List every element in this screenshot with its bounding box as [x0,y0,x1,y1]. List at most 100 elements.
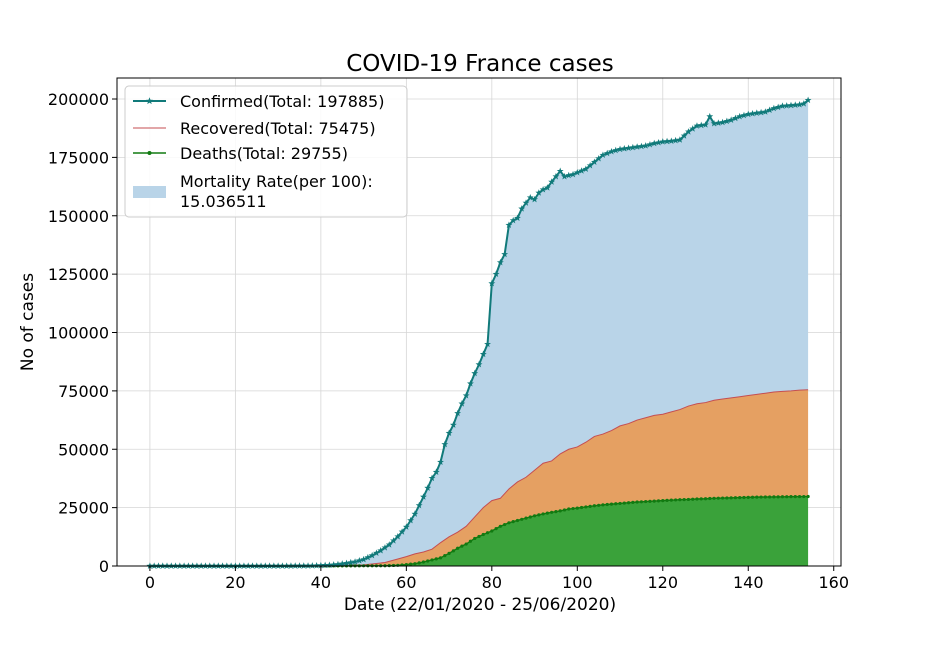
deaths-point [409,562,413,566]
deaths-point [601,503,605,507]
confirmed-point [740,111,748,119]
deaths-point [661,499,665,503]
deaths-point [674,498,678,502]
confirmed-point [719,118,727,126]
confirmed-point [526,193,534,201]
x-tick-label: 0 [145,573,155,592]
deaths-point [592,504,597,508]
recovered-area [149,389,809,566]
confirmed-point [804,96,812,104]
confirmed-point [514,214,521,222]
confirmed-point [693,122,701,129]
deaths-point [639,500,644,504]
confirmed-point [685,128,692,135]
confirmed-point [505,221,513,229]
deaths-point [438,556,443,560]
confirmed-point [723,117,731,125]
deaths-point [571,506,575,511]
deaths-point [785,495,789,499]
deaths-point [738,495,742,500]
confirmed-point [749,110,756,117]
confirmed-point [360,555,368,563]
confirmed-point [783,102,791,109]
deaths-point [742,495,746,500]
confirmed-point [766,106,774,114]
deaths-point [588,504,592,508]
deaths-point [460,544,464,548]
x-tick-label: 40 [311,573,331,592]
confirmed-point [770,104,778,112]
y-tick-label: 175000 [48,148,109,167]
confirmed-point [603,149,611,157]
y-tick-label: 25000 [58,499,109,518]
confirmed-point [612,146,620,154]
x-axis-label: Date (22/01/2020 - 25/06/2020) [344,595,616,615]
confirmed-point [578,167,585,174]
confirmed-point [407,516,415,524]
deaths-point [789,495,793,499]
legend-label: Deaths(Total: 29755) [180,144,348,163]
confirmed-point [321,561,329,569]
x-tick-label: 160 [818,573,849,592]
deaths-point [725,496,729,500]
deaths-point [567,507,571,511]
y-tick-label: 125000 [48,265,109,284]
deaths-point [494,527,498,531]
confirmed-point [454,409,462,417]
confirmed-point [616,145,624,153]
confirmed-point [706,112,714,120]
confirmed-point [441,440,449,448]
x-tick-label: 140 [733,573,764,592]
deaths-point [678,498,682,502]
ticks: 0 20 40 60 80 100 120 140 160 0 25000 50000 75000 100… [48,90,849,592]
confirmed-point [313,561,321,569]
x-tick-label: 80 [482,573,502,592]
confirmed-point [334,560,342,568]
confirmed-point [569,170,577,178]
deaths-point [498,524,502,528]
confirmed-point [351,558,359,565]
confirmed-point [573,168,581,176]
confirmed-point [300,562,308,569]
deaths-point [464,542,468,546]
confirmed-point [787,101,795,109]
deaths-point [421,560,426,564]
deaths-point [644,499,648,504]
deaths-point [477,534,481,539]
deaths-point [605,502,609,507]
deaths-point [780,495,785,499]
deaths-point [545,511,549,515]
confirmed-point [381,544,389,551]
deaths-point [579,505,584,510]
x-tick-label: 100 [562,573,593,592]
deaths-point [524,516,528,520]
deaths-point [490,529,494,533]
confirmed-point [432,468,440,476]
deaths-point [391,563,396,568]
confirmed-point [779,102,786,109]
deaths-point [485,531,490,535]
confirmed-point [629,143,637,151]
confirmed-point [710,119,718,127]
legend-swatch-marker [145,97,154,105]
deaths-point [776,495,780,499]
deaths-point [772,495,776,499]
confirmed-point [663,137,671,145]
y-tick-label: 50000 [58,440,109,459]
confirmed-point [796,101,803,108]
deaths-point [575,506,579,510]
deaths-point [473,536,477,541]
confirmed-point [518,205,526,212]
confirmed-point [582,165,590,172]
deaths-point [746,495,750,499]
confirmed-point [744,110,752,118]
deaths-point [665,498,669,502]
confirmed-point [325,561,333,568]
confirmed-point [458,400,466,407]
confirmed-point [467,380,474,387]
confirmed-point [390,537,397,544]
y-axis-label: No of cases [18,273,38,371]
deaths-point [631,500,635,504]
chart-title: COVID-19 France cases [346,51,614,77]
confirmed-point [394,532,402,540]
